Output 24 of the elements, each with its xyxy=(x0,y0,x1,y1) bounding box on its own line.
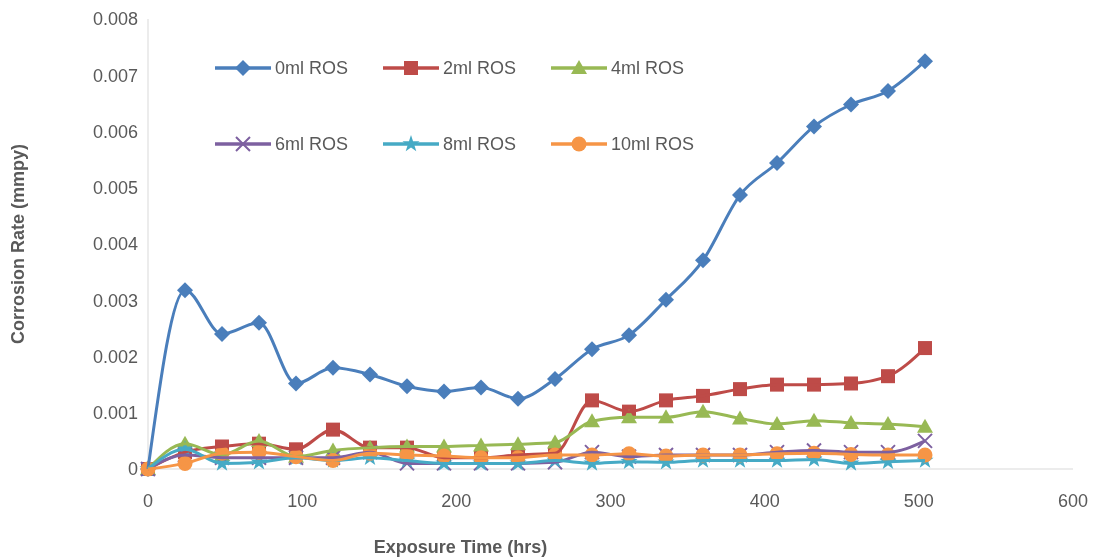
legend-label: 2ml ROS xyxy=(443,58,517,79)
x-tick-label: 0 xyxy=(142,491,154,511)
x-axis-title: Exposure Time (hrs) xyxy=(373,537,548,557)
legend-label: 6ml ROS xyxy=(275,134,349,155)
x-tick-label: 500 xyxy=(903,491,934,511)
y-tick-label: 0.002 xyxy=(92,346,138,367)
y-tick-label: 0.007 xyxy=(92,65,138,86)
y-tick-label: 0.006 xyxy=(92,121,138,142)
x-tick-label: 400 xyxy=(749,491,780,511)
legend-label: 10ml ROS xyxy=(611,134,695,155)
y-tick-label: 0.005 xyxy=(92,178,138,199)
legend-label: 8ml ROS xyxy=(443,134,517,155)
y-tick-label: 0.001 xyxy=(92,403,138,424)
y-axis-title: Corrosion Rate (mmpy) xyxy=(8,143,28,345)
y-tick-label: 0.008 xyxy=(92,9,138,30)
x-tick-label: 300 xyxy=(595,491,626,511)
y-tick-label: 0.003 xyxy=(92,290,138,311)
x-tick-label: 600 xyxy=(1057,491,1089,511)
legend-label: 0ml ROS xyxy=(275,58,349,79)
y-tick-label: 0.004 xyxy=(92,234,138,255)
legend-label: 4ml ROS xyxy=(611,58,685,79)
x-tick-label: 100 xyxy=(287,491,318,511)
x-tick-label: 200 xyxy=(441,491,472,511)
y-tick-label: 0 xyxy=(127,459,138,480)
